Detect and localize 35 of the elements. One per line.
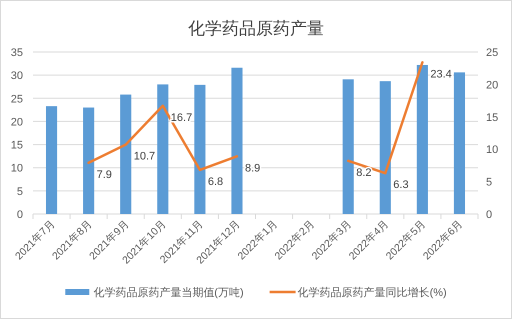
y2-tick-label: 0 (486, 209, 492, 221)
data-label: 6.8 (208, 176, 224, 188)
bar (231, 68, 243, 214)
data-label: 23.4 (430, 68, 452, 80)
bar (194, 84, 206, 214)
y2-tick-label: 25 (486, 47, 498, 59)
y-tick-label: 20 (10, 116, 23, 128)
data-label: 8.9 (244, 162, 260, 174)
y-tick-label: 25 (10, 93, 23, 106)
y2-tick-label: 10 (486, 144, 498, 156)
bar (380, 81, 391, 214)
bar (46, 106, 58, 214)
bar (83, 108, 94, 214)
legend-label: 化学药品原药产量当期值(万吨) (93, 286, 244, 299)
chart-title: 化学药品原药产量 (188, 19, 324, 38)
bar (157, 84, 168, 214)
bar (120, 94, 132, 214)
y-tick-label: 5 (16, 186, 23, 198)
y2-tick-label: 15 (486, 112, 498, 124)
data-label: 6.3 (393, 179, 409, 192)
data-label: 7.9 (96, 168, 112, 181)
y-tick-label: 35 (10, 47, 23, 59)
y-tick-label: 15 (10, 140, 23, 152)
bar (342, 79, 354, 214)
data-label: 10.7 (134, 150, 156, 163)
data-label: 8.2 (356, 166, 372, 179)
y2-tick-label: 20 (486, 79, 498, 92)
y2-tick-label: 5 (486, 176, 492, 189)
data-label: 16.7 (170, 112, 192, 124)
y-tick-label: 0 (16, 209, 23, 221)
y-tick-label: 10 (10, 162, 23, 175)
legend-label: 化学药品原药产量同比增长(%) (298, 286, 447, 299)
bar (416, 64, 428, 214)
bar (454, 72, 466, 214)
y-tick-label: 30 (10, 70, 23, 82)
